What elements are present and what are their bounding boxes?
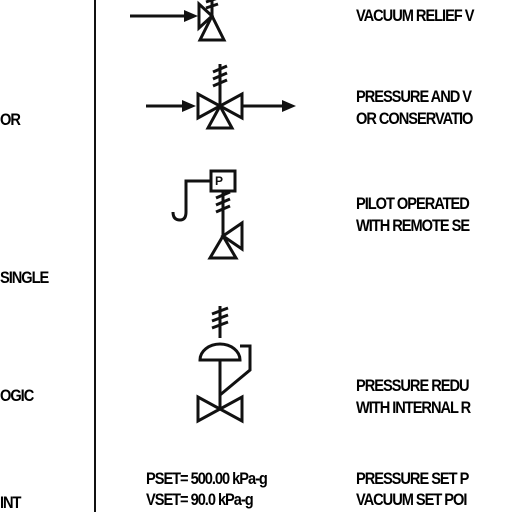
vset-value: VSET= 90.0 kPa-g (146, 490, 254, 509)
desc-pilot-line2: WITH REMOTE SE (356, 216, 470, 235)
desc-set-points-line1: PRESSURE SET P (356, 469, 469, 488)
desc-pressure-reducing-line1: PRESSURE REDU (356, 376, 470, 395)
pressure-reducing-valve-icon (196, 306, 252, 424)
pilot-operated-valve-icon (171, 169, 244, 260)
desc-set-points-line2: VACUUM SET POI (356, 490, 467, 509)
desc-vacuum-relief: VACUUM RELIEF V (356, 6, 474, 25)
pilot-label: P (215, 174, 223, 188)
pressure-vacuum-valve-icon (146, 64, 296, 130)
left-label-point: INT (0, 493, 21, 512)
desc-pressure-reducing-line2: WITH INTERNAL R (356, 398, 471, 417)
column-divider (94, 0, 96, 512)
left-label-logic: OGIC (0, 386, 34, 405)
desc-pressure-vacuum-line1: PRESSURE AND V (356, 87, 472, 106)
left-label-or: OR (0, 110, 21, 129)
left-label-single: SINGLE (0, 268, 49, 287)
vacuum-relief-valve-icon (130, 0, 227, 42)
desc-pilot-line1: PILOT OPERATED (356, 194, 470, 213)
pset-value: PSET= 500.00 kPa-g (146, 469, 268, 488)
desc-pressure-vacuum-line2: OR CONSERVATIO (356, 109, 473, 128)
